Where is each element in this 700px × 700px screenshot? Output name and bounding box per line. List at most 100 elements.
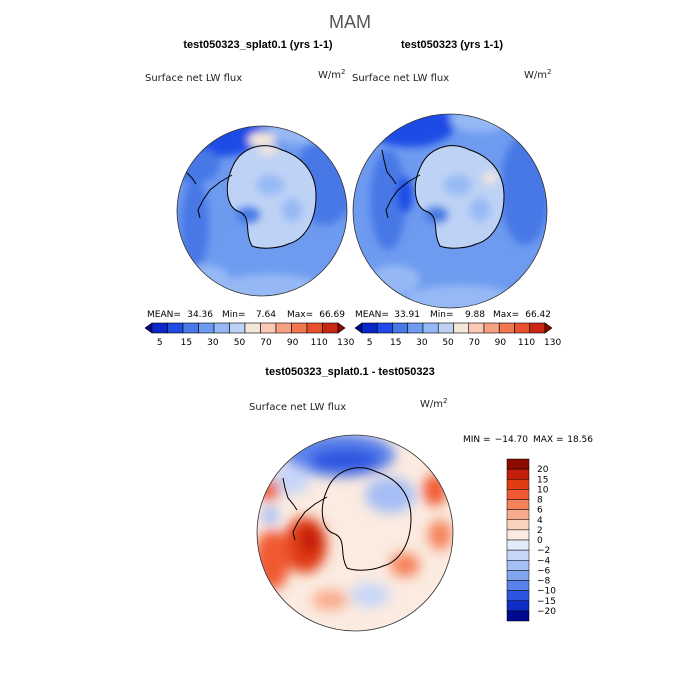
panel3-max-label: MAX = (533, 435, 564, 445)
panel1-max-value: 66.69 (319, 310, 345, 320)
colorbar-tick-label: 70 (260, 338, 272, 348)
colorbar-end-high (544, 322, 553, 334)
colorbar-end-high (337, 322, 346, 334)
colorbar-swatch (244, 322, 261, 334)
colorbar-swatch (506, 610, 530, 622)
colorbar-swatch (229, 322, 246, 334)
panel3-units: W/m2 (420, 397, 447, 410)
panel2-units: W/m2 (524, 68, 551, 81)
panel1-variable-label: Surface net LW flux (145, 73, 242, 84)
colorbar-tick-label: 70 (468, 338, 480, 348)
colorbar-swatch (506, 458, 530, 470)
colorbar-swatch (506, 489, 530, 500)
colorbar-swatch (506, 560, 530, 571)
colorbar-tick-label: 130 (544, 338, 561, 348)
colorbar-swatch (529, 322, 546, 334)
colorbar-tick-label: 15 (181, 338, 192, 348)
colorbar-tick-label: 110 (311, 338, 328, 348)
panel1-min-label: Min= (222, 310, 246, 320)
panel2-min-value: 9.88 (465, 310, 485, 320)
colorbar-swatch (483, 322, 500, 334)
colorbar-swatch (506, 590, 530, 601)
colorbar-tick-label: 50 (442, 338, 454, 348)
colorbar-swatch (260, 322, 277, 334)
colorbar-tick-label: 90 (495, 338, 507, 348)
panel2-variable-label: Surface net LW flux (352, 73, 449, 84)
map2 (352, 113, 548, 309)
colorbar-swatch (506, 580, 530, 591)
panel3-stats: MIN = −14.70 MAX = 18.56 (463, 435, 593, 445)
colorbar-swatch (275, 322, 292, 334)
panel1-mean-label: MEAN= (147, 310, 181, 320)
colorbar-swatch (182, 322, 199, 334)
colorbar-swatch (437, 322, 454, 334)
colorbar-tick-label: 130 (337, 338, 354, 348)
colorbar-tick-label: 2 (537, 526, 543, 536)
panel3-min-label: MIN = (463, 435, 491, 445)
season-title: MAM (329, 12, 371, 32)
panel2-min-label: Min= (430, 310, 454, 320)
colorbar-tick-label: 10 (537, 485, 549, 495)
colorbar-swatch (407, 322, 424, 334)
colorbar-end-low (354, 322, 363, 334)
colorbar-swatch (506, 600, 530, 612)
colorbar-swatch (468, 322, 485, 334)
colorbar-tick-label: −2 (537, 546, 550, 556)
colorbar-swatch (306, 322, 323, 334)
panel3-min-value: −14.70 (495, 435, 529, 445)
colorbar-tick-label: 30 (416, 338, 428, 348)
colorbar-end-low (144, 322, 153, 334)
colorbar-tick-label: 6 (537, 506, 543, 516)
colorbar-tick-label: 4 (537, 516, 543, 526)
map3 (256, 434, 454, 632)
panel2-title: test050323 (yrs 1-1) (401, 39, 503, 51)
colorbar-tick-label: 15 (390, 338, 401, 348)
colorbar-tick-label: 110 (518, 338, 535, 348)
colorbar1: 5 15 30 50 70 90 110 130 (144, 322, 355, 348)
colorbar-swatch (514, 322, 531, 334)
colorbar-tick-label: −8 (537, 577, 551, 587)
colorbar-swatch (198, 322, 215, 334)
colorbar-swatch (376, 322, 393, 334)
colorbar-tick-label: −4 (537, 556, 551, 566)
colorbar-tick-label: 20 (537, 465, 549, 475)
colorbar-swatch (506, 539, 530, 551)
colorbar-swatch (422, 322, 439, 334)
panel2-max-label: Max= (493, 310, 519, 320)
panel2-max-value: 66.42 (525, 310, 551, 320)
panel1-title: test050323_splat0.1 (yrs 1-1) (183, 39, 333, 51)
colorbar-swatch (453, 322, 470, 334)
panel3-max-value: 18.56 (567, 435, 593, 445)
panel1-min-value: 7.64 (256, 310, 276, 320)
colorbar-swatch (291, 322, 308, 334)
colorbar-swatch (213, 322, 230, 334)
colorbar-swatch (167, 322, 184, 334)
colorbar-swatch (322, 322, 339, 334)
colorbar2: 5 15 30 50 70 90 110 130 (354, 322, 561, 348)
colorbar-tick-label: 0 (537, 536, 543, 546)
panel2-stats: MEAN= 33.91 Min= 9.88 Max= 66.42 (355, 310, 551, 320)
colorbar-tick-label: 30 (207, 338, 219, 348)
panel1-units: W/m2 (318, 68, 345, 81)
panel2-mean-value: 33.91 (394, 310, 420, 320)
panel3-variable-label: Surface net LW flux (249, 402, 346, 413)
colorbar-tick-label: 50 (234, 338, 246, 348)
colorbar-swatch (506, 479, 530, 490)
colorbar-swatch (151, 322, 168, 334)
map1 (176, 125, 348, 297)
panel2-mean-label: MEAN= (355, 310, 389, 320)
panel1-max-label: Max= (287, 310, 313, 320)
colorbar-swatch (506, 509, 530, 520)
panel1-stats: MEAN= 34.36 Min= 7.64 Max= 66.69 (147, 310, 345, 320)
colorbar-swatch (506, 468, 530, 480)
colorbar-tick-label: 15 (537, 475, 548, 485)
colorbar-tick-label: 5 (367, 338, 373, 348)
colorbar-swatch (506, 529, 530, 541)
colorbar-swatch (498, 322, 515, 334)
colorbar-tick-label: −6 (537, 566, 551, 576)
colorbar-swatch (506, 499, 530, 510)
panel3-title: test050323_splat0.1 - test050323 (265, 366, 434, 378)
panel1-mean-value: 34.36 (187, 310, 213, 320)
